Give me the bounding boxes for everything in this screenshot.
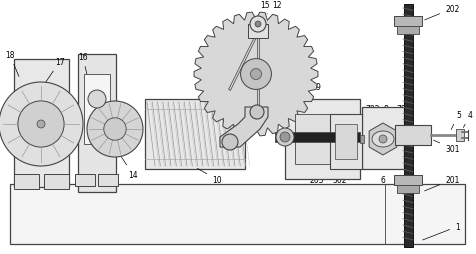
Bar bbox=[362, 108, 404, 169]
Circle shape bbox=[87, 102, 143, 157]
Bar bbox=[275, 133, 360, 142]
Bar bbox=[248, 25, 268, 39]
Bar bbox=[335, 124, 357, 159]
Polygon shape bbox=[220, 108, 268, 147]
Text: 17: 17 bbox=[42, 58, 65, 87]
Bar bbox=[10, 184, 465, 244]
Bar bbox=[14, 174, 39, 189]
Circle shape bbox=[104, 118, 126, 141]
Text: 9: 9 bbox=[306, 83, 321, 110]
Bar bbox=[330, 115, 362, 169]
Text: 302: 302 bbox=[332, 170, 347, 184]
Text: 1: 1 bbox=[423, 222, 460, 240]
Bar bbox=[295, 115, 350, 164]
Bar bbox=[14, 60, 69, 187]
Circle shape bbox=[255, 22, 261, 28]
Text: 5: 5 bbox=[451, 110, 461, 130]
Circle shape bbox=[37, 121, 45, 129]
Circle shape bbox=[18, 102, 64, 148]
Bar bbox=[397, 185, 419, 193]
Bar bbox=[395, 125, 431, 146]
Circle shape bbox=[250, 69, 261, 80]
Text: 701: 701 bbox=[391, 105, 410, 127]
Text: 6: 6 bbox=[381, 169, 386, 184]
Text: 15: 15 bbox=[259, 1, 269, 19]
Bar bbox=[75, 174, 95, 186]
Circle shape bbox=[250, 106, 264, 120]
Text: 201: 201 bbox=[425, 175, 459, 191]
Bar bbox=[397, 27, 419, 35]
Text: 14: 14 bbox=[117, 150, 138, 179]
Bar bbox=[394, 17, 422, 27]
Text: 10: 10 bbox=[198, 169, 222, 184]
Text: 8: 8 bbox=[381, 105, 388, 132]
Bar bbox=[78, 55, 116, 192]
Bar bbox=[145, 100, 245, 169]
Circle shape bbox=[240, 59, 271, 90]
Bar bbox=[285, 100, 360, 179]
Bar bbox=[394, 175, 422, 185]
Polygon shape bbox=[194, 13, 318, 136]
Circle shape bbox=[276, 129, 294, 146]
Bar bbox=[456, 130, 464, 141]
Bar bbox=[360, 135, 364, 144]
Text: 4: 4 bbox=[463, 110, 473, 128]
Text: 202: 202 bbox=[425, 5, 459, 21]
Text: 13: 13 bbox=[238, 85, 248, 109]
Text: 18: 18 bbox=[5, 51, 19, 77]
Text: 301: 301 bbox=[434, 140, 459, 153]
Circle shape bbox=[88, 91, 106, 108]
Circle shape bbox=[280, 133, 290, 142]
Text: 702: 702 bbox=[365, 105, 379, 132]
Circle shape bbox=[222, 134, 238, 150]
Bar bbox=[404, 5, 413, 247]
Text: 16: 16 bbox=[78, 53, 88, 77]
Bar bbox=[84, 75, 110, 145]
Bar bbox=[44, 174, 69, 189]
Polygon shape bbox=[372, 132, 394, 147]
Bar bbox=[98, 174, 118, 186]
Text: 203: 203 bbox=[310, 170, 325, 184]
Text: 12: 12 bbox=[267, 1, 281, 15]
Circle shape bbox=[0, 83, 83, 166]
Polygon shape bbox=[369, 123, 397, 155]
Text: 11: 11 bbox=[297, 51, 309, 77]
Circle shape bbox=[250, 17, 266, 33]
Circle shape bbox=[379, 135, 387, 144]
